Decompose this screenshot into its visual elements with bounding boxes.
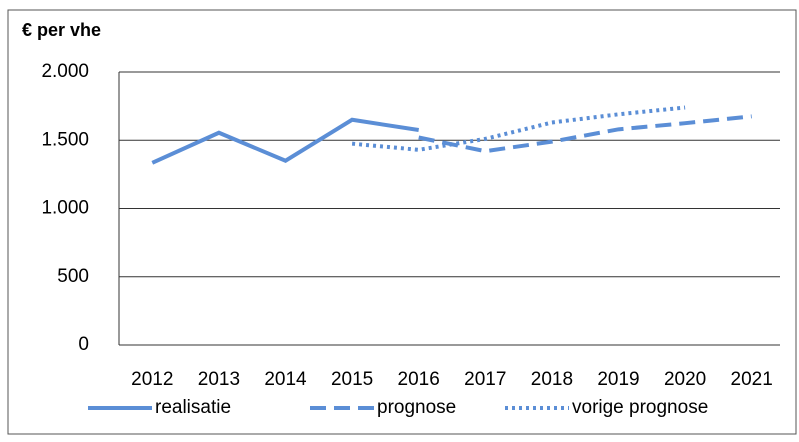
y-tick-label: 2.000 bbox=[41, 61, 89, 82]
x-tick-label: 2015 bbox=[331, 369, 373, 390]
y-tick-label: 1.500 bbox=[41, 129, 89, 150]
y-tick-label: 1.000 bbox=[41, 198, 89, 219]
y-tick-label: 500 bbox=[57, 266, 89, 287]
series-line bbox=[351, 105, 686, 152]
x-tick-label: 2016 bbox=[398, 369, 440, 390]
x-tick-label: 2013 bbox=[198, 369, 240, 390]
x-tick-label: 2021 bbox=[731, 369, 773, 390]
x-tick-label: 2017 bbox=[464, 369, 506, 390]
series-line bbox=[151, 117, 420, 165]
y-tick-label: 0 bbox=[78, 334, 89, 355]
x-tick-label: 2018 bbox=[531, 369, 573, 390]
legend-label: prognose bbox=[377, 397, 456, 418]
legend-label: realisatie bbox=[155, 397, 231, 418]
chart-border bbox=[7, 9, 797, 435]
series-line bbox=[418, 114, 752, 154]
x-tick-label: 2020 bbox=[664, 369, 706, 390]
x-tick-label: 2012 bbox=[131, 369, 173, 390]
chart-title: € per vhe bbox=[22, 20, 101, 40]
x-tick-label: 2014 bbox=[264, 369, 307, 390]
legend-label: vorige prognose bbox=[572, 397, 708, 418]
x-tick-label: 2019 bbox=[597, 369, 639, 390]
